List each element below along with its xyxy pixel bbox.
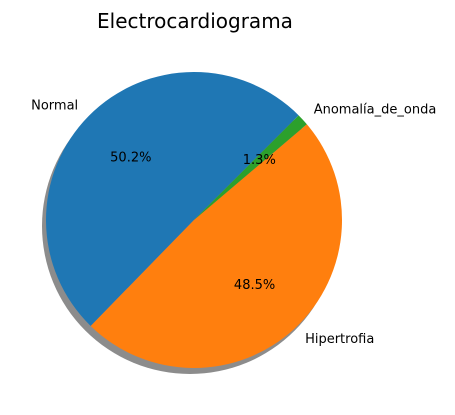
slice-label-2: Anomalía_de_onda [314,103,437,118]
slice-label-1: Hipertrofia [305,332,374,347]
slice-pct-label-2: 1.3% [243,153,276,168]
slice-pct-label-1: 48.5% [234,278,275,293]
slice-pct-label-0: 50.2% [110,151,151,166]
pie-slices [46,72,342,368]
slice-label-0: Normal [31,99,78,114]
chart-title: Electrocardiograma [97,9,293,33]
